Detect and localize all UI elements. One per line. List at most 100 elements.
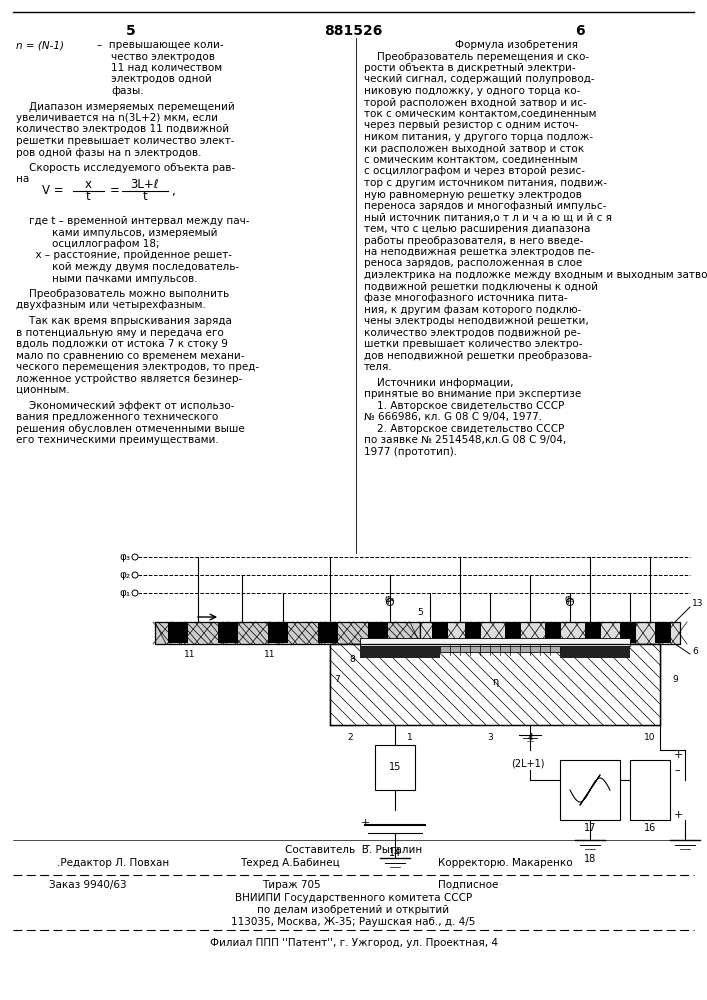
Bar [360,644,440,658]
Text: тор с другим источником питания, подвиж-: тор с другим источником питания, подвиж- [364,178,607,188]
Bar [560,760,620,820]
Text: ВНИИПИ Государственного комитета СССР: ВНИИПИ Государственного комитета СССР [235,893,472,903]
Text: +: + [674,810,684,820]
Text: .Редактор Л. Повхан: .Редактор Л. Повхан [57,858,169,868]
Text: 1. Авторское свидетельство СССР: 1. Авторское свидетельство СССР [364,401,564,411]
Bar [560,644,630,658]
Bar [432,623,448,643]
Text: 11: 11 [185,650,196,659]
Text: кой между двумя последователь-: кой между двумя последователь- [52,262,240,272]
Bar [168,623,188,643]
Text: ником питания, у другого торца подлож-: ником питания, у другого торца подлож- [364,132,593,142]
Text: 12: 12 [374,650,386,659]
Text: Скорость исследуемого объекта рав-: Скорость исследуемого объекта рав- [16,163,235,173]
Text: ,: , [171,184,175,198]
Text: –  превышающее коли-: – превышающее коли- [97,40,223,50]
Text: ния, к другим фазам которого подклю-: ния, к другим фазам которого подклю- [364,305,581,315]
Text: ложенное устройство является безинер-: ложенное устройство является безинер- [16,374,242,384]
Text: фазе многофазного источника пита-: фазе многофазного источника пита- [364,293,568,303]
Text: по делам изобретений и открытий: по делам изобретений и открытий [257,905,450,915]
Text: φ₂: φ₂ [119,570,130,580]
Bar [360,638,630,646]
Text: чены электроды неподвижной решетки,: чены электроды неподвижной решетки, [364,316,589,326]
Text: увеличивается на n(3L+2) мкм, если: увеличивается на n(3L+2) мкм, если [16,113,218,123]
Text: 11: 11 [264,650,276,659]
Text: вания предложенного технического: вания предложенного технического [16,412,218,422]
Text: мало по сравнению со временем механи-: мало по сравнению со временем механи- [16,351,244,361]
Text: t: t [86,190,90,204]
Text: ную равномерную решетку электродов: ную равномерную решетку электродов [364,190,582,200]
Text: 17: 17 [584,823,596,833]
Text: переноса зарядов и многофазный импульс-: переноса зарядов и многофазный импульс- [364,201,607,211]
Bar [440,644,560,652]
Text: Корректорю. Макаренко: Корректорю. Макаренко [438,858,573,868]
Text: φ₅: φ₅ [565,594,575,604]
Text: количество электродов подвижной ре-: количество электродов подвижной ре- [364,328,580,338]
Bar [465,623,481,643]
Text: 13: 13 [692,599,703,608]
Text: Тираж 705: Тираж 705 [262,880,320,890]
Text: 18: 18 [584,854,596,864]
Text: 5: 5 [126,24,136,38]
Text: ческий сигнал, содержащий полупровод-: ческий сигнал, содержащий полупровод- [364,75,595,85]
Text: фазы.: фазы. [111,86,144,96]
Text: Так как время впрыскивания заряда: Так как время впрыскивания заряда [16,316,231,326]
Text: 2: 2 [347,733,353,742]
Text: 3: 3 [487,733,493,742]
Text: 15: 15 [389,762,401,772]
Text: электродов одной: электродов одной [111,75,212,85]
Text: 2. Авторское свидетельство СССР: 2. Авторское свидетельство СССР [364,424,564,434]
Text: № 666986, кл. G 08 C 9/04, 1977.: № 666986, кл. G 08 C 9/04, 1977. [364,412,542,422]
Bar [330,644,360,725]
Text: x: x [85,178,92,192]
Text: V =: V = [42,184,64,198]
Bar [585,623,601,643]
Text: шетки превышает количество электро-: шетки превышает количество электро- [364,339,583,349]
Text: 4: 4 [527,733,533,742]
Bar [545,623,561,643]
Bar [218,623,238,643]
Text: работы преобразователя, в него введе-: работы преобразователя, в него введе- [364,235,583,245]
Text: x – расстояние, пройденное решет-: x – расстояние, пройденное решет- [16,250,232,260]
Text: двухфазным или четырехфазным.: двухфазным или четырехфазным. [16,300,205,310]
Text: η: η [492,677,498,687]
Text: где t – временной интервал между пач-: где t – временной интервал между пач- [16,216,249,226]
Text: ческого перемещения электродов, то пред-: ческого перемещения электродов, то пред- [16,362,259,372]
Text: на: на [16,174,29,184]
Text: ками импульсов, измеряемый: ками импульсов, измеряемый [52,228,218,237]
Text: его техническими преимуществами.: его техническими преимуществами. [16,435,218,445]
Text: ный источник питания,о т л и ч а ю щ и й с я: ный источник питания,о т л и ч а ю щ и й… [364,213,612,223]
Bar [330,644,660,725]
Text: +: + [361,818,370,828]
Bar [155,622,420,644]
Text: Техред А.Бабинец: Техред А.Бабинец [240,858,340,868]
Text: дов неподвижной решетки преобразова-: дов неподвижной решетки преобразова- [364,351,592,361]
Text: 14: 14 [389,848,401,858]
Text: Преобразователь перемещения и ско-: Преобразователь перемещения и ско- [364,51,589,62]
Text: n = (N-1): n = (N-1) [16,40,64,50]
Text: принятые во внимание при экспертизе: принятые во внимание при экспертизе [364,389,581,399]
Text: Составитель  В. Рыгалин: Составитель В. Рыгалин [285,845,422,855]
Text: (2L+1): (2L+1) [511,758,545,768]
Text: ров одной фазы на n электродов.: ров одной фазы на n электродов. [16,147,201,157]
Text: ток с омическим контактом,соединенным: ток с омическим контактом,соединенным [364,109,597,119]
Text: осциллографом 18;: осциллографом 18; [52,239,160,249]
Text: Филиал ППП ''Патент'', г. Ужгород, ул. Проектная, 4: Филиал ППП ''Патент'', г. Ужгород, ул. П… [209,938,498,948]
Text: 7: 7 [334,676,340,684]
Text: Подписное: Подписное [438,880,498,890]
Text: с осциллографом и через второй резис-: с осциллографом и через второй резис- [364,166,585,176]
Text: реноса зарядов, расположенная в слое: реноса зарядов, расположенная в слое [364,258,583,268]
Text: чество электродов: чество электродов [111,51,215,62]
Text: 6: 6 [692,648,698,656]
Text: φ₃: φ₃ [119,552,130,562]
Text: через первый резистор с одним источ-: через первый резистор с одним источ- [364,120,579,130]
Text: 8: 8 [349,656,355,664]
Text: 10: 10 [644,733,656,742]
Text: 6: 6 [575,24,585,38]
Text: +: + [674,750,684,760]
Text: Источники информации,: Источники информации, [364,378,513,388]
Text: 1: 1 [407,733,413,742]
Bar [630,644,660,725]
Text: 5: 5 [417,608,423,617]
Text: диэлектрика на подложке между входным и выходным затвором и электроды: диэлектрика на подложке между входным и … [364,270,707,280]
